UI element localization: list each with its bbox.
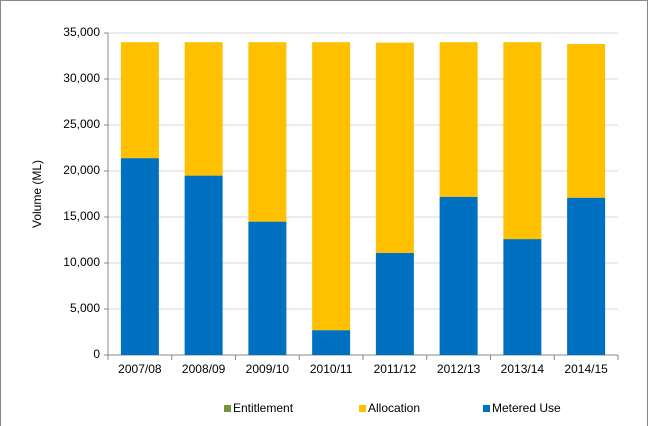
legend-swatch [359, 405, 366, 412]
x-tick-label: 2013/14 [501, 362, 545, 376]
y-tick-label: 15,000 [63, 209, 100, 223]
bar-segment [439, 196, 478, 355]
bar-segment [312, 330, 351, 355]
bar-segment [439, 42, 478, 197]
bar-segment [120, 42, 159, 159]
y-tick-label: 20,000 [63, 163, 100, 177]
legend-label: Entitlement [233, 401, 294, 415]
y-tick-label: 35,000 [63, 25, 100, 39]
bar-segment [248, 42, 287, 222]
bar-segment [375, 42, 414, 253]
bar-segment [120, 158, 159, 355]
x-tick-label: 2010/11 [310, 362, 353, 376]
bar-segment [184, 42, 223, 176]
bar-segment [184, 175, 223, 355]
y-tick-label: 10,000 [63, 255, 100, 269]
bar-segment [503, 42, 542, 240]
x-tick-label: 2007/08 [118, 362, 162, 376]
legend-label: Allocation [368, 401, 420, 415]
x-tick-label: 2014/15 [564, 362, 608, 376]
x-tick-label: 2012/13 [437, 362, 481, 376]
bar-segment [375, 252, 414, 355]
bar-segment [567, 197, 606, 355]
x-tick-label: 2008/09 [182, 362, 226, 376]
y-tick-label: 0 [93, 347, 100, 361]
x-tick-label: 2011/12 [374, 362, 417, 376]
bar-segment [567, 44, 606, 198]
bar-segment [248, 221, 287, 355]
bar-segment [503, 239, 542, 355]
y-axis-label: Volume (ML) [30, 160, 44, 228]
bar-segment [312, 42, 351, 331]
y-tick-label: 25,000 [63, 117, 100, 131]
x-tick-label: 2009/10 [246, 362, 290, 376]
legend-swatch [224, 405, 231, 412]
legend-label: Metered Use [492, 401, 561, 415]
y-tick-label: 5,000 [70, 301, 100, 315]
y-tick-label: 30,000 [63, 71, 100, 85]
legend-swatch [483, 405, 490, 412]
